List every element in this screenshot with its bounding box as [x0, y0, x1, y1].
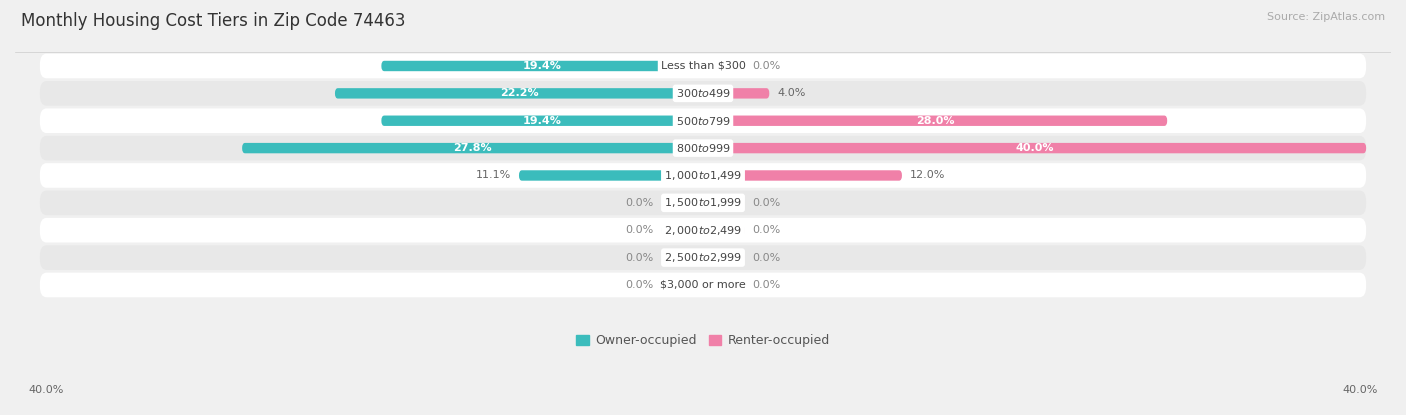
Text: 19.4%: 19.4%	[523, 116, 561, 126]
Text: 0.0%: 0.0%	[626, 198, 654, 208]
Text: 27.8%: 27.8%	[453, 143, 492, 153]
Text: $500 to $799: $500 to $799	[675, 115, 731, 127]
FancyBboxPatch shape	[39, 190, 1367, 215]
Text: 0.0%: 0.0%	[752, 61, 780, 71]
Text: $3,000 or more: $3,000 or more	[661, 280, 745, 290]
Text: 0.0%: 0.0%	[626, 253, 654, 263]
Text: $300 to $499: $300 to $499	[675, 88, 731, 99]
Text: $800 to $999: $800 to $999	[675, 142, 731, 154]
Text: $1,500 to $1,999: $1,500 to $1,999	[664, 196, 742, 209]
FancyBboxPatch shape	[381, 115, 703, 126]
Text: 0.0%: 0.0%	[626, 280, 654, 290]
FancyBboxPatch shape	[703, 280, 744, 290]
Text: 0.0%: 0.0%	[752, 280, 780, 290]
FancyBboxPatch shape	[703, 143, 1367, 153]
Legend: Owner-occupied, Renter-occupied: Owner-occupied, Renter-occupied	[571, 330, 835, 352]
Text: 40.0%: 40.0%	[28, 385, 63, 395]
FancyBboxPatch shape	[703, 170, 901, 181]
Text: 40.0%: 40.0%	[1343, 385, 1378, 395]
FancyBboxPatch shape	[39, 218, 1367, 242]
FancyBboxPatch shape	[703, 61, 744, 71]
FancyBboxPatch shape	[39, 273, 1367, 297]
FancyBboxPatch shape	[703, 198, 744, 208]
FancyBboxPatch shape	[39, 54, 1367, 78]
Text: 28.0%: 28.0%	[915, 116, 955, 126]
Text: 11.1%: 11.1%	[475, 171, 510, 181]
Text: 4.0%: 4.0%	[778, 88, 806, 98]
Text: 12.0%: 12.0%	[910, 171, 946, 181]
Text: Less than $300: Less than $300	[661, 61, 745, 71]
FancyBboxPatch shape	[39, 245, 1367, 270]
FancyBboxPatch shape	[662, 252, 703, 263]
FancyBboxPatch shape	[703, 225, 744, 235]
Text: 0.0%: 0.0%	[752, 253, 780, 263]
FancyBboxPatch shape	[703, 115, 1167, 126]
FancyBboxPatch shape	[381, 61, 703, 71]
FancyBboxPatch shape	[662, 280, 703, 290]
FancyBboxPatch shape	[39, 163, 1367, 188]
FancyBboxPatch shape	[662, 225, 703, 235]
Text: 0.0%: 0.0%	[752, 198, 780, 208]
Text: $2,000 to $2,499: $2,000 to $2,499	[664, 224, 742, 237]
Text: Monthly Housing Cost Tiers in Zip Code 74463: Monthly Housing Cost Tiers in Zip Code 7…	[21, 12, 405, 30]
FancyBboxPatch shape	[242, 143, 703, 153]
Text: 22.2%: 22.2%	[499, 88, 538, 98]
FancyBboxPatch shape	[703, 252, 744, 263]
FancyBboxPatch shape	[39, 108, 1367, 133]
Text: 0.0%: 0.0%	[752, 225, 780, 235]
Text: $2,500 to $2,999: $2,500 to $2,999	[664, 251, 742, 264]
FancyBboxPatch shape	[703, 88, 769, 98]
FancyBboxPatch shape	[662, 198, 703, 208]
Text: 19.4%: 19.4%	[523, 61, 561, 71]
FancyBboxPatch shape	[39, 81, 1367, 106]
FancyBboxPatch shape	[39, 136, 1367, 161]
Text: Source: ZipAtlas.com: Source: ZipAtlas.com	[1267, 12, 1385, 22]
Text: 40.0%: 40.0%	[1015, 143, 1054, 153]
FancyBboxPatch shape	[335, 88, 703, 98]
Text: $1,000 to $1,499: $1,000 to $1,499	[664, 169, 742, 182]
FancyBboxPatch shape	[519, 170, 703, 181]
Text: 0.0%: 0.0%	[626, 225, 654, 235]
